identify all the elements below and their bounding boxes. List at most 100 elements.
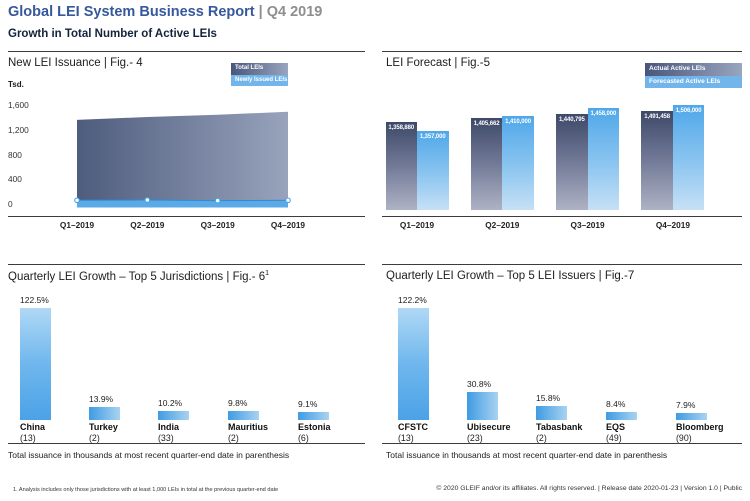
fig7-percent-label: 30.8% bbox=[467, 378, 492, 389]
fig7-category-label: Bloomberg bbox=[676, 422, 724, 432]
newly-issued-band bbox=[77, 200, 288, 208]
fig7-category-label: Ubisecure bbox=[467, 422, 511, 432]
fig4-title: New LEI Issuance | Fig.- 4 bbox=[8, 57, 143, 69]
fig5-x-tick-label: Q3–2019 bbox=[570, 220, 605, 230]
fig7-growth-bar bbox=[398, 308, 429, 420]
fig6-category-label: Turkey bbox=[89, 422, 118, 432]
divider bbox=[8, 264, 365, 265]
fig6-category-sublabel: (2) bbox=[89, 432, 100, 443]
fig5-forecast-bar: 1,357,000 bbox=[417, 131, 449, 210]
fig7-percent-label: 7.9% bbox=[676, 399, 696, 410]
fig6-title: Quarterly LEI Growth – Top 5 Jurisdictio… bbox=[8, 270, 269, 283]
fig5-actual-value-label: 1,440,795 bbox=[558, 117, 585, 123]
fig5-actual-bar: 1,440,795 bbox=[556, 114, 588, 210]
fig7-category-label: CFSTC bbox=[398, 422, 428, 432]
divider bbox=[382, 51, 742, 52]
newly-issued-line bbox=[76, 199, 288, 202]
legend-item-newly-issued-leis: Newly Issued LEIs bbox=[231, 74, 288, 86]
fig6-percent-label: 10.2% bbox=[158, 397, 183, 408]
fig5-legend: Actual Active LEIs Forecasted Active LEI… bbox=[645, 63, 742, 88]
fig7-caption: Total issuance in thousands at most rece… bbox=[386, 450, 668, 460]
fig6-bottom-line bbox=[8, 443, 365, 444]
total-leis-area bbox=[77, 111, 288, 204]
fig4-x-tick-label: Q1–2019 bbox=[59, 220, 95, 230]
fig6-category-sublabel: (2) bbox=[228, 432, 239, 443]
legend-label: Actual Active LEIs bbox=[649, 65, 706, 72]
fig5-forecast-value-label: 1,458,000 bbox=[590, 111, 617, 117]
fig7-category-sublabel: (2) bbox=[536, 432, 547, 443]
fig4-x-tick-label: Q4–2019 bbox=[270, 220, 306, 230]
fig4-area-chart bbox=[74, 111, 291, 208]
fig4-y-tick-label: 800 bbox=[8, 149, 22, 160]
fig4-y-axis-label: Tsd. bbox=[8, 80, 24, 89]
fig5-actual-bar: 1,491,458 bbox=[641, 111, 673, 210]
fig6-caption: Total issuance in thousands at most rece… bbox=[8, 450, 290, 460]
fig5-x-tick-label: Q2–2019 bbox=[485, 220, 520, 230]
fig5-forecast-bar: 1,506,000 bbox=[672, 105, 705, 210]
fig5-actual-value-label: 1,491,458 bbox=[644, 114, 671, 120]
fig6-title-text: Quarterly LEI Growth – Top 5 Jurisdictio… bbox=[8, 270, 266, 283]
page-subtitle: Growth in Total Number of Active LEIs bbox=[8, 28, 217, 40]
legend-label: Forecasted Active LEIs bbox=[649, 77, 721, 85]
fig5-forecast-value-label: 1,357,000 bbox=[419, 134, 446, 140]
legend-item-actual-active-leis: Actual Active LEIs bbox=[645, 63, 742, 76]
fig6-growth-bar bbox=[228, 411, 259, 420]
fig7-category-sublabel: (49) bbox=[606, 432, 622, 443]
divider bbox=[8, 51, 365, 52]
fig6-percent-label: 9.1% bbox=[298, 398, 318, 409]
fig5-title: LEI Forecast | Fig.-5 bbox=[386, 57, 490, 69]
page-title: Global LEI System Business Report | Q4 2… bbox=[8, 4, 322, 20]
fig5-x-tick-label: Q1–2019 bbox=[399, 220, 435, 230]
fig5-forecast-value-label: 1,506,000 bbox=[675, 108, 702, 114]
newly-issued-marker bbox=[285, 197, 291, 204]
fig5-forecast-value-label: 1,410,000 bbox=[505, 119, 531, 125]
fig4-y-tick-label: 0 bbox=[8, 199, 13, 209]
fig6-category-label: India bbox=[158, 422, 180, 432]
legend-item-forecasted-active-leis: Forecasted Active LEIs bbox=[645, 75, 742, 88]
report-period: Q4 2019 bbox=[266, 4, 323, 20]
fig7-category-sublabel: (23) bbox=[467, 432, 483, 443]
fig4-y-tick-label: 1,600 bbox=[8, 100, 29, 110]
fig6-growth-bar bbox=[298, 411, 329, 420]
fig7-title: Quarterly LEI Growth – Top 5 LEI Issuers… bbox=[386, 270, 634, 282]
fig7-percent-label: 122.2% bbox=[398, 295, 427, 306]
fig5-x-axis-line bbox=[382, 216, 742, 217]
fig6-category-label: Estonia bbox=[298, 422, 331, 432]
fig6-percent-label: 9.8% bbox=[228, 398, 248, 409]
fig7-category-sublabel: (90) bbox=[676, 432, 692, 443]
title-separator: | bbox=[258, 4, 263, 20]
fig6-category-label: China bbox=[20, 422, 46, 432]
fig6-title-superscript: 1 bbox=[265, 270, 270, 277]
fig6-percent-label: 13.9% bbox=[89, 394, 114, 405]
report-title: Global LEI System Business Report bbox=[8, 4, 255, 20]
legend-label: Total LEIs bbox=[235, 65, 264, 71]
fig4-x-tick-label: Q3–2019 bbox=[200, 220, 235, 230]
fig7-title-text: Quarterly LEI Growth – Top 5 LEI Issuers… bbox=[386, 270, 635, 282]
fig6-growth-bar bbox=[89, 407, 120, 420]
newly-issued-marker bbox=[144, 197, 151, 203]
fig5-actual-value-label: 1,358,880 bbox=[388, 125, 415, 131]
fig6-category-sublabel: (6) bbox=[298, 432, 309, 443]
legend-label: Newly Issued LEIs bbox=[235, 76, 288, 83]
fig7-growth-bar bbox=[536, 405, 567, 420]
fig7-category-label: Tabasbank bbox=[536, 422, 583, 432]
fig6-percent-label: 122.5% bbox=[20, 294, 49, 305]
fig6-growth-bar bbox=[158, 410, 189, 420]
fig5-forecast-bar: 1,410,000 bbox=[502, 116, 534, 210]
fig4-legend: Total LEIs Newly Issued LEIs bbox=[231, 63, 288, 86]
fig4-y-tick-label: 1,200 bbox=[8, 124, 29, 135]
footnote: 1. Analysis includes only those jurisdic… bbox=[13, 487, 279, 493]
fig7-growth-bar bbox=[676, 412, 707, 420]
legend-item-total-leis: Total LEIs bbox=[231, 63, 288, 75]
fig4-x-tick-label: Q2–2019 bbox=[130, 220, 165, 230]
fig5-forecast-bar: 1,458,000 bbox=[587, 108, 620, 210]
fig5-x-tick-label: Q4–2019 bbox=[655, 220, 690, 230]
fig6-category-sublabel: (33) bbox=[158, 432, 174, 443]
fig4-y-tick-label: 400 bbox=[8, 174, 22, 185]
fig7-percent-label: 8.4% bbox=[606, 399, 626, 410]
fig7-growth-bar bbox=[467, 391, 498, 420]
newly-issued-marker bbox=[74, 197, 80, 204]
fig6-growth-bar bbox=[20, 307, 51, 420]
newly-issued-marker bbox=[214, 197, 221, 204]
